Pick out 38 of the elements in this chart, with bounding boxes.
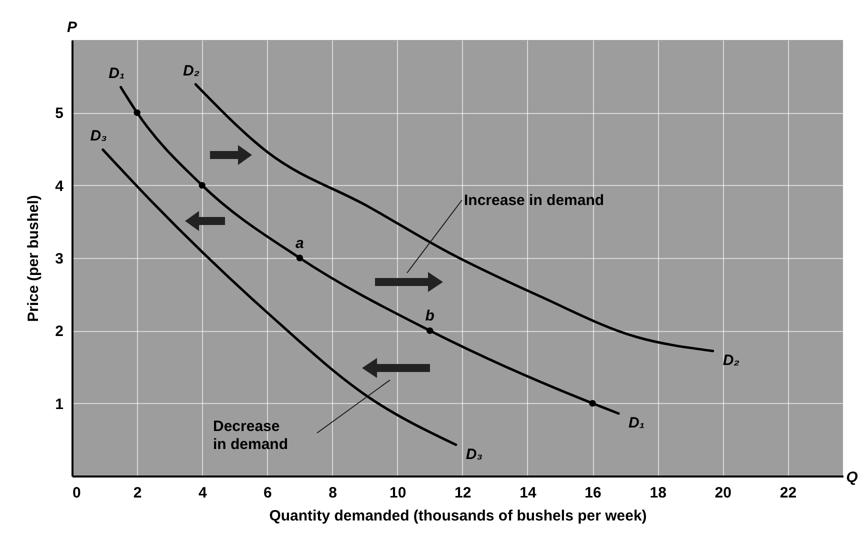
data-label: a (296, 235, 304, 252)
point (426, 327, 434, 334)
x-axis-title: Quantity demanded (thousands of bushels per week) (269, 508, 647, 524)
x-tick-label: 8 (328, 484, 337, 502)
x-tick-label: 6 (264, 484, 272, 502)
x-tick-label: 16 (584, 484, 602, 502)
line-series (194, 83, 714, 352)
x-tick-label: 10 (389, 484, 406, 502)
x-tick-label: 14 (520, 484, 537, 502)
x-tick-label: 12 (454, 484, 472, 502)
series-label: D₁ (108, 65, 125, 82)
text: D₁ (628, 414, 645, 432)
series-label: D₃ (90, 128, 108, 145)
line-series (120, 86, 620, 415)
text: D₃ (466, 446, 483, 463)
point (198, 182, 206, 189)
point (134, 109, 140, 116)
x-tick-label: 0 (72, 484, 81, 502)
x-tick-label: 18 (650, 484, 666, 502)
series-label: D₂ (183, 62, 200, 80)
y-tick-label: 2 (55, 323, 64, 340)
annotation: Decrease in demand (213, 418, 288, 453)
annotation: Increase in demand (464, 192, 604, 209)
x-tick-label: 4 (198, 484, 208, 502)
x-tick-label: 22 (780, 484, 797, 502)
text: Q (846, 468, 858, 486)
y-axis-title: Price (per bushel) (25, 195, 42, 322)
y-tick-label: 5 (55, 105, 64, 122)
y-tick-label: 1 (55, 396, 64, 413)
data-label: b (425, 308, 434, 325)
x-tick-label: 2 (133, 484, 142, 502)
y-tick-label: 3 (55, 250, 64, 268)
point (296, 254, 304, 262)
x-tick-label: 20 (714, 484, 732, 502)
y-tick-label: 4 (55, 178, 64, 195)
point (589, 400, 596, 407)
text: P (66, 18, 78, 36)
text: D₂ (722, 352, 740, 370)
